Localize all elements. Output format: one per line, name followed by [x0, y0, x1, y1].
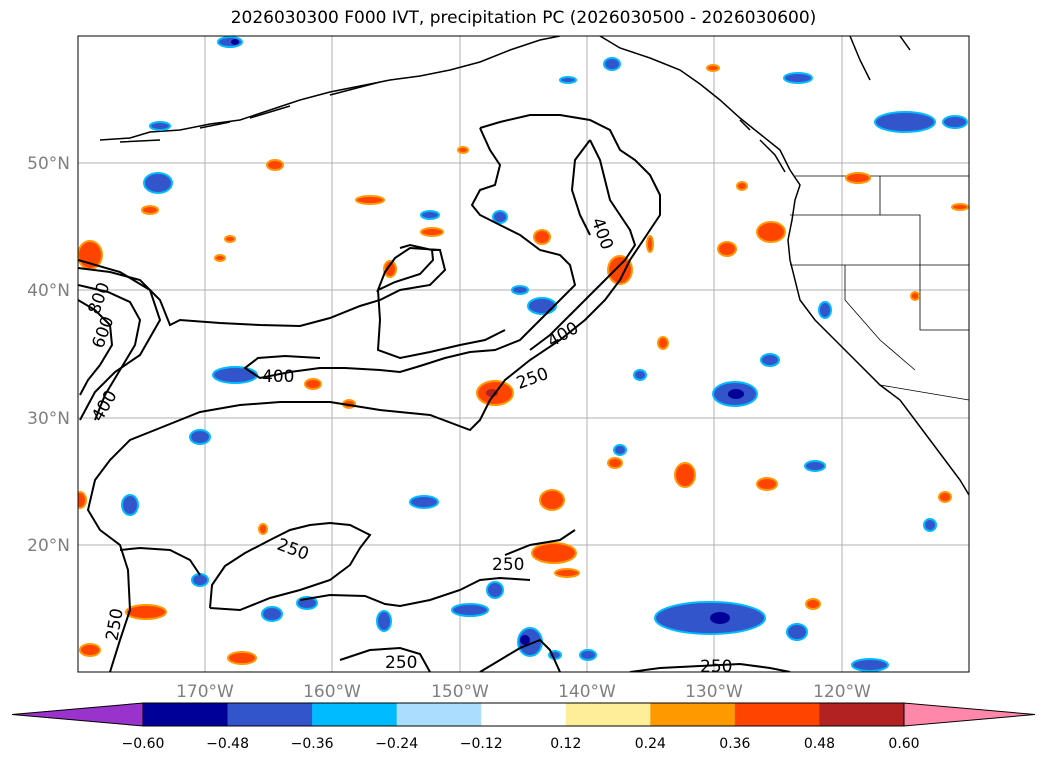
- lon-tick-label: 120°W: [813, 682, 871, 702]
- colorbar-tick-label: 0.12: [550, 736, 581, 752]
- ivt-contours: [78, 114, 791, 672]
- colorbar-segment: [650, 703, 736, 726]
- lat-tick-label: 30°N: [27, 409, 70, 429]
- colorbar-segment: [312, 703, 398, 726]
- colorbar-over-extension: [903, 702, 1036, 727]
- lat-tick-labels: 50°N 40°N 30°N 20°N: [27, 154, 70, 556]
- colorbar-tick-label: −0.24: [375, 736, 418, 752]
- colorbar-segment: [143, 703, 229, 726]
- lon-tick-label: 130°W: [685, 682, 743, 702]
- map-title: 2026030300 F000 IVT, precipitation PC (2…: [230, 8, 817, 28]
- lon-tick-label: 170°W: [176, 682, 234, 702]
- lon-tick-labels: 170°W 160°W 150°W 140°W 130°W 120°W: [176, 682, 871, 702]
- lon-tick-label: 150°W: [431, 682, 489, 702]
- colorbar: −0.60 −0.48 −0.36 −0.24 −0.12 0.12 0.24 0.36 0.4…: [11, 702, 1036, 752]
- state-borders: [790, 175, 969, 401]
- colorbar-tick-label: 0.36: [719, 736, 750, 752]
- lat-tick-label: 20°N: [27, 536, 70, 556]
- colorbar-segment: [396, 703, 482, 726]
- contour-label: 400: [262, 367, 294, 387]
- colorbar-tick-label: −0.60: [122, 736, 165, 752]
- contour-label: 250: [492, 555, 524, 575]
- colorbar-segment: [734, 703, 820, 726]
- colorbar-tick-label: −0.36: [291, 736, 334, 752]
- contour-label: 250: [700, 657, 732, 677]
- map-frame: [77, 35, 970, 673]
- lon-tick-label: 160°W: [303, 682, 361, 702]
- colorbar-tick-label: −0.48: [206, 736, 249, 752]
- colorbar-tick-label: −0.12: [460, 736, 503, 752]
- colorbar-under-extension: [11, 702, 144, 727]
- colorbar-tick-label: 0.48: [804, 736, 835, 752]
- map-background: [78, 36, 969, 672]
- colorbar-tick-label: 0.60: [888, 736, 919, 752]
- colorbar-frame: [142, 702, 905, 727]
- colorbar-segment: [227, 703, 313, 726]
- lon-tick-label: 140°W: [558, 682, 616, 702]
- colorbar-segment: [481, 703, 567, 726]
- lat-tick-label: 50°N: [27, 154, 70, 174]
- lat-tick-label: 40°N: [27, 281, 70, 301]
- coastline: [99, 36, 969, 496]
- colorbar-segment: [565, 703, 651, 726]
- colorbar-tick-label: 0.24: [635, 736, 666, 752]
- colorbar-segment: [819, 703, 905, 726]
- contour-label: 250: [385, 653, 417, 673]
